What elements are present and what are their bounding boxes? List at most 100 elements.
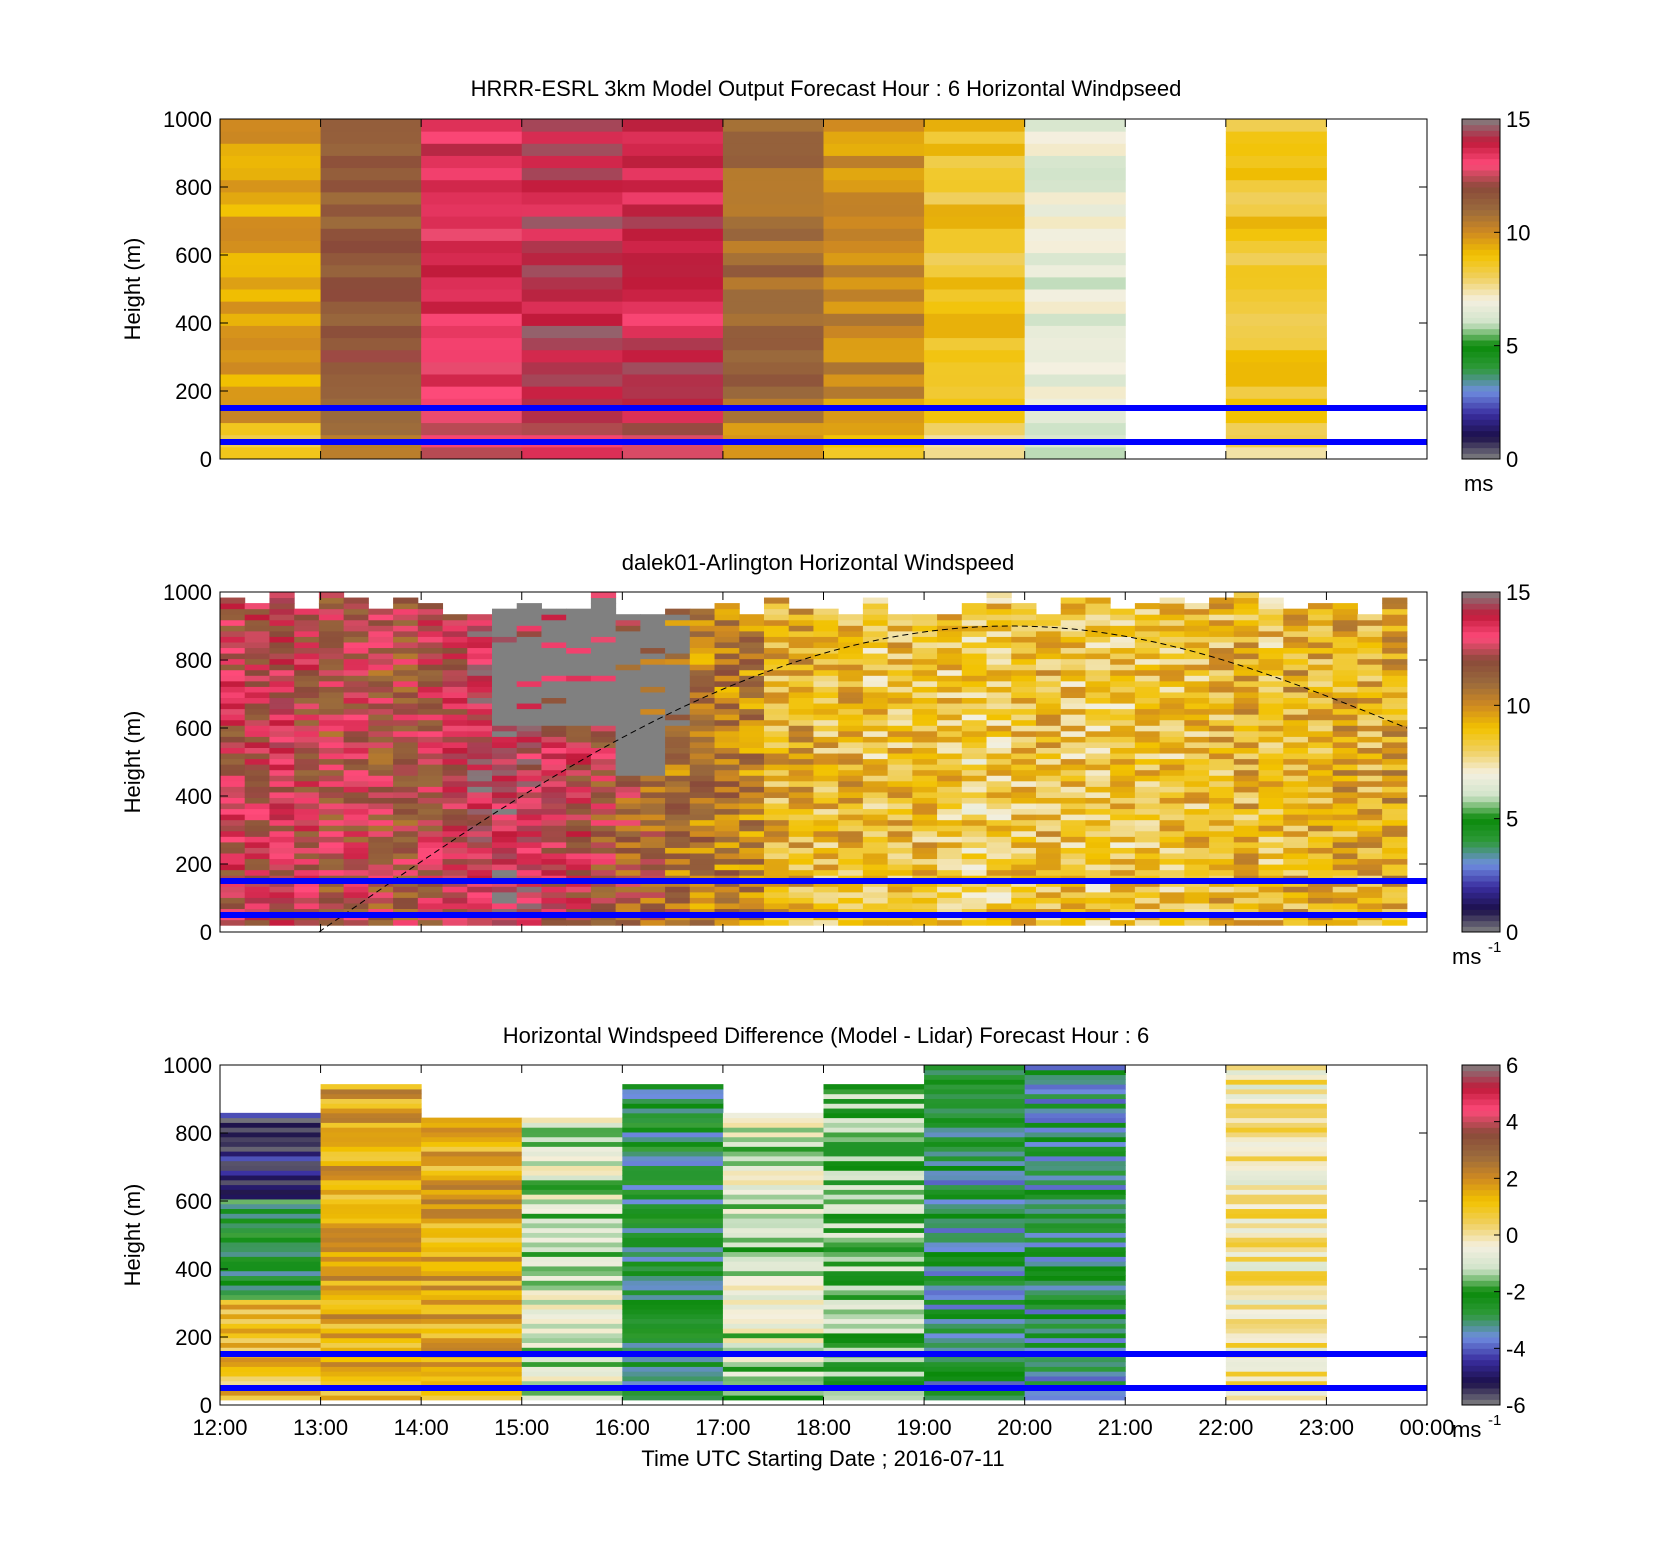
difference-cell — [823, 1184, 925, 1190]
model-cell — [521, 119, 623, 132]
model-cell — [823, 276, 925, 290]
lidar-cell — [417, 919, 444, 926]
difference-cell — [1225, 1208, 1327, 1214]
lidar-cell — [1085, 614, 1111, 621]
lidar-cell — [1184, 725, 1210, 732]
lidar-cell — [1209, 919, 1235, 926]
lidar-cell — [467, 691, 493, 699]
lidar-cell — [244, 680, 270, 687]
difference-cell — [1024, 1313, 1126, 1320]
difference-cell — [622, 1103, 724, 1109]
lidar-cell — [1283, 830, 1309, 837]
difference-cell — [320, 1395, 422, 1401]
lidar-cell — [1035, 769, 1062, 776]
lidar-cell — [368, 664, 394, 671]
lidar-cell — [714, 836, 740, 843]
lidar-cell — [813, 680, 839, 687]
lidar-cell — [813, 753, 839, 760]
lidar-cell — [615, 908, 641, 915]
lidar-cell — [1184, 753, 1210, 760]
lidar-cell — [491, 614, 518, 621]
lidar-cell — [541, 691, 567, 699]
lidar-cell — [516, 853, 542, 860]
lidar-cell — [1307, 758, 1334, 765]
difference-cell — [722, 1198, 824, 1205]
lidar-cell — [665, 653, 691, 660]
lidar-cell — [1134, 708, 1161, 715]
lidar-cell — [220, 619, 246, 626]
lidar-cell — [1258, 647, 1284, 654]
difference-cell — [1024, 1184, 1126, 1190]
lidar-cell — [294, 919, 320, 926]
lidar-cell — [813, 814, 839, 821]
colorbar-step — [1462, 739, 1500, 746]
lidar-cell — [269, 736, 295, 743]
colorbar-step — [1462, 1393, 1500, 1400]
colorbar-step — [1462, 750, 1500, 757]
lidar-cell — [566, 708, 592, 715]
difference-cell — [521, 1198, 623, 1205]
lidar-cell — [640, 869, 666, 876]
difference-cell — [1225, 1318, 1327, 1324]
lidar-cell — [714, 902, 740, 910]
model-cell — [521, 191, 623, 205]
lidar-cell — [318, 592, 345, 599]
lidar-cell — [1332, 647, 1358, 654]
lidar-cell — [1258, 897, 1284, 904]
lidar-cell — [1060, 675, 1086, 682]
lidar-cell — [665, 641, 691, 649]
lidar-cell — [244, 719, 270, 726]
lidar-cell — [566, 664, 592, 671]
difference-cell — [421, 1294, 523, 1300]
lidar-cell — [887, 847, 913, 854]
lidar-cell — [1184, 769, 1210, 776]
model-cell — [622, 252, 724, 266]
lidar-cell — [1283, 853, 1309, 860]
lidar-cell — [244, 647, 270, 654]
colorbar-step — [1462, 1104, 1500, 1111]
difference-cell — [722, 1275, 824, 1281]
lidar-cell — [640, 897, 666, 904]
lidar-cell — [491, 664, 518, 671]
model-cell — [823, 119, 925, 132]
lidar-cell — [1184, 658, 1210, 665]
lidar-cell — [516, 636, 542, 643]
lidar-cell — [1283, 780, 1309, 787]
lidar-cell — [665, 725, 691, 732]
difference-cell — [1024, 1299, 1126, 1305]
lidar-cell — [1307, 703, 1334, 710]
lidar-cell — [1209, 814, 1235, 821]
lidar-cell — [665, 664, 691, 671]
difference-cell — [1024, 1065, 1126, 1071]
lidar-cell — [294, 764, 320, 771]
model-cell — [220, 337, 322, 351]
lidar-cell — [318, 736, 345, 743]
lidar-cell — [961, 636, 988, 643]
model-cell — [220, 216, 322, 229]
panel-difference-band-lines — [220, 1351, 1427, 1391]
lidar-cell — [1110, 680, 1136, 687]
lidar-cell — [961, 758, 988, 765]
lidar-cell — [912, 741, 938, 748]
lidar-cell — [318, 603, 345, 610]
lidar-cell — [1110, 686, 1136, 693]
lidar-cell — [1233, 919, 1260, 926]
lidar-cell — [1159, 902, 1185, 910]
lidar-cell — [1085, 658, 1111, 665]
difference-cell — [220, 1175, 322, 1181]
lidar-cell — [813, 847, 839, 854]
lidar-cell — [887, 836, 913, 843]
lidar-cell — [1159, 891, 1185, 898]
lidar-cell — [220, 819, 246, 826]
lidar-cell — [739, 841, 765, 848]
lidar-cell — [1011, 658, 1037, 665]
colorbar-step — [1462, 1110, 1500, 1117]
lidar-cell — [714, 869, 740, 876]
lidar-cell — [615, 864, 641, 871]
lidar-cell — [393, 669, 419, 676]
lidar-cell — [1159, 780, 1185, 787]
difference-cell — [1024, 1074, 1126, 1080]
lidar-cell — [1283, 753, 1309, 760]
lidar-cell — [689, 703, 716, 710]
lidar-cell — [986, 741, 1012, 748]
